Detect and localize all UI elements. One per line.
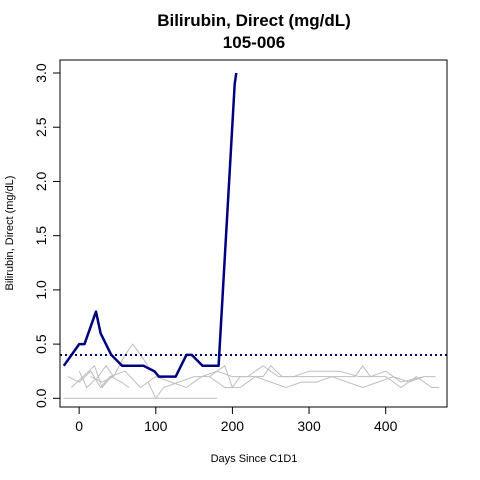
plot-frame — [59, 59, 448, 408]
background-series-line-8 — [209, 365, 436, 389]
y-tick-label: 0.5 — [33, 334, 49, 354]
background-series-line-3 — [71, 364, 130, 389]
y-tick-label: 1.0 — [33, 280, 49, 300]
x-tick-label: 400 — [374, 418, 398, 434]
y-tick-label: 2.0 — [33, 172, 49, 192]
y-tick-label: 3.0 — [33, 63, 49, 83]
x-axis-label: Days Since C1D1 — [211, 453, 298, 465]
background-series-line-2 — [67, 370, 111, 389]
x-tick-label: 100 — [144, 418, 168, 434]
highlight-series-line — [62, 72, 238, 378]
y-axis-label: Bilirubin, Direct (mg/dL) — [4, 176, 16, 291]
x-tick-label: 0 — [75, 418, 83, 434]
x-axis: 0 100 200 300 400 — [75, 407, 398, 434]
chart-subtitle: 105-006 — [223, 33, 285, 52]
background-series-line-4 — [78, 364, 115, 389]
x-tick-label: 200 — [221, 418, 245, 434]
y-tick-label: 2.5 — [33, 117, 49, 137]
y-axis: 0.0 0.5 1.0 1.5 2.0 2.5 3.0 — [33, 63, 60, 408]
plot-area — [60, 72, 447, 400]
x-tick-label: 300 — [297, 418, 321, 434]
chart-title: Bilirubin, Direct (mg/dL) — [157, 11, 351, 30]
background-series-line-6 — [109, 364, 440, 389]
background-series-line-7 — [147, 376, 425, 400]
y-tick-label: 1.5 — [33, 226, 49, 246]
y-tick-label: 0.0 — [33, 388, 49, 408]
